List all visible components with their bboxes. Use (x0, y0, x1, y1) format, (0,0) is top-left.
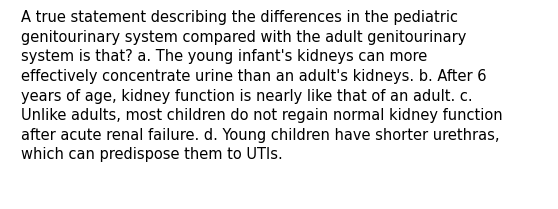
Text: A true statement describing the differences in the pediatric
genitourinary syste: A true statement describing the differen… (21, 10, 503, 162)
